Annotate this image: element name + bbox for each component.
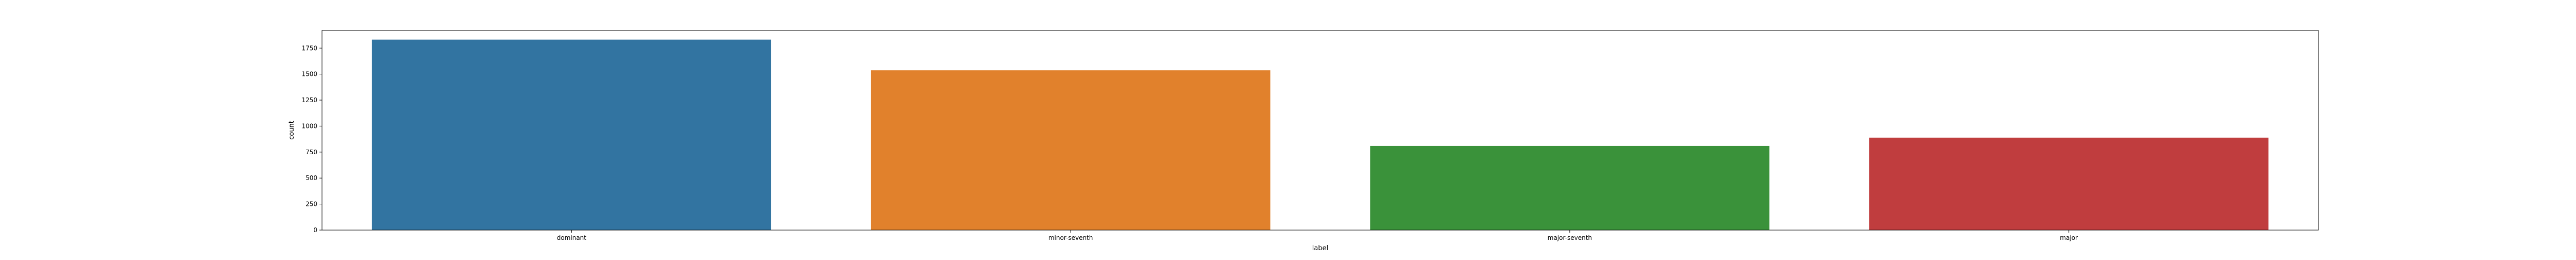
x-tick-label: major (2060, 234, 2078, 241)
bar-major (1869, 137, 2269, 230)
x-axis: dominant minor-seventh major-seventh major (557, 230, 2078, 241)
bar-dominant (371, 39, 771, 231)
bar-minor-seventh (871, 70, 1270, 231)
y-tick-label: 500 (306, 174, 317, 182)
y-axis-label: count (288, 121, 296, 140)
x-tick-label: dominant (557, 234, 587, 241)
plot-frame (321, 30, 2319, 231)
x-tick-label: major-seventh (1548, 234, 1592, 241)
y-tick-label: 1750 (301, 44, 317, 52)
y-tick-label: 250 (306, 201, 317, 208)
y-axis: 0 250 500 750 1000 1250 1500 1750 (301, 44, 322, 234)
x-tick-label: minor-seventh (1048, 234, 1093, 241)
y-tick-label: 0 (313, 226, 317, 234)
y-tick-label: 1000 (301, 122, 317, 129)
bar-major-seventh (1370, 145, 1770, 230)
bars-layer (371, 39, 2269, 231)
x-axis-label: label (1312, 245, 1328, 252)
y-tick-label: 750 (306, 149, 317, 156)
y-tick-label: 1250 (301, 96, 317, 104)
y-tick-label: 1500 (301, 71, 317, 78)
